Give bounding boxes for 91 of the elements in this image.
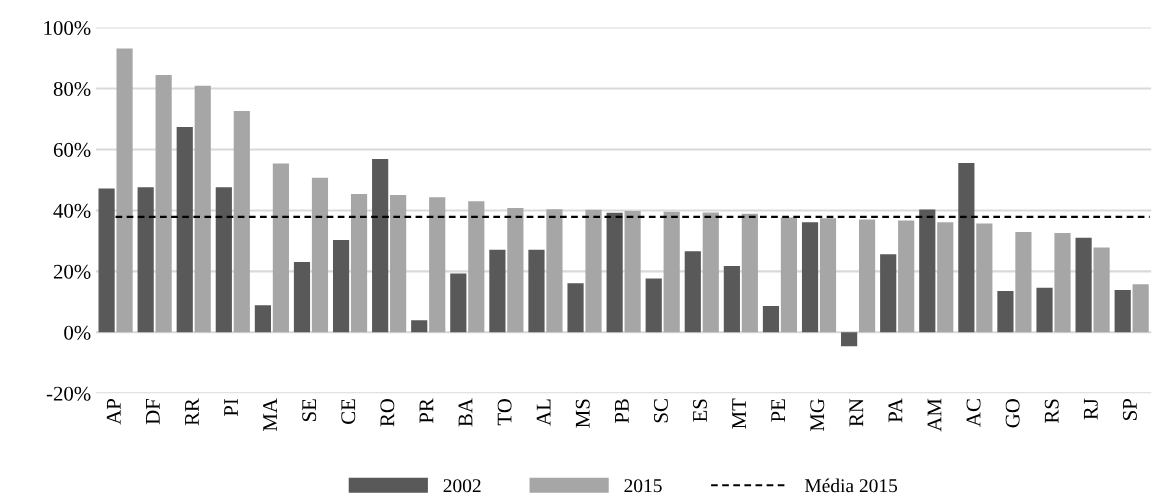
bar xyxy=(801,222,819,333)
bar xyxy=(663,211,680,333)
bar xyxy=(841,332,858,347)
bar xyxy=(819,218,837,333)
x-tick-label: MA xyxy=(263,398,277,432)
bar xyxy=(1015,232,1032,333)
y-tick-label: 80% xyxy=(53,81,91,97)
x-tick-label: DF xyxy=(146,398,160,425)
x-tick-label: RJ xyxy=(1083,398,1098,420)
bar xyxy=(272,163,289,333)
x-tick-label: PE xyxy=(771,399,785,422)
bar xyxy=(546,209,563,333)
bar xyxy=(762,306,780,333)
x-tick-label: CE xyxy=(341,399,356,424)
bar xyxy=(1093,247,1110,333)
x-tick-label: AM xyxy=(927,398,942,432)
bar xyxy=(976,223,993,333)
bar xyxy=(390,194,407,333)
x-tick-label: ES xyxy=(693,399,707,422)
bar xyxy=(859,219,876,333)
bar xyxy=(684,251,701,333)
bar xyxy=(919,209,936,333)
bar xyxy=(137,187,154,333)
bar xyxy=(194,85,211,333)
x-tick-label: MG xyxy=(810,398,825,432)
x-tick-label: SC xyxy=(653,399,668,423)
bar xyxy=(780,217,798,333)
x-tick-label: RO xyxy=(380,399,395,427)
bar xyxy=(215,187,232,333)
bar xyxy=(645,278,662,333)
x-tick-label: SE xyxy=(302,399,317,422)
bar xyxy=(585,209,602,333)
x-tick-label: PA xyxy=(888,398,903,423)
bar xyxy=(606,212,623,333)
x-tick-label: SP xyxy=(1122,398,1137,420)
x-tick-label: RR xyxy=(185,398,199,426)
bar xyxy=(1114,289,1131,333)
bar xyxy=(528,249,545,333)
bar xyxy=(1054,232,1071,333)
x-tick-label: PR xyxy=(419,398,434,424)
bar xyxy=(1132,284,1149,333)
bar xyxy=(624,211,641,333)
x-tick-label: PI xyxy=(224,398,238,417)
y-tick-label: 60% xyxy=(53,142,91,157)
bar xyxy=(1075,237,1092,333)
x-tick-label: TO xyxy=(497,399,512,426)
x-tick-label: AL xyxy=(536,399,551,426)
bar xyxy=(350,193,368,333)
x-tick-label: AC xyxy=(966,399,981,427)
bar xyxy=(332,239,350,333)
x-tick-label: GO xyxy=(1005,399,1020,428)
bar xyxy=(1036,287,1053,333)
legend-label: 2002 xyxy=(443,479,481,493)
bar xyxy=(997,290,1014,333)
y-tick-label: 100% xyxy=(44,20,91,36)
bar xyxy=(507,207,524,333)
x-tick-label: MT xyxy=(732,398,746,429)
bar xyxy=(233,111,250,333)
y-tick-label: 40% xyxy=(53,203,91,218)
bar xyxy=(567,283,584,333)
x-tick-label: RS xyxy=(1044,399,1059,424)
y-tick-label: 0% xyxy=(64,325,91,340)
x-tick-label: PB xyxy=(614,399,629,424)
bar xyxy=(937,222,954,333)
bar xyxy=(880,254,897,333)
bar xyxy=(372,158,389,333)
bar xyxy=(450,273,467,333)
legend-label: 2015 xyxy=(624,479,662,493)
x-tick-label: RN xyxy=(849,398,864,427)
bar xyxy=(176,126,193,333)
bar xyxy=(489,249,506,333)
bar xyxy=(741,213,758,333)
legend-label: Média 2015 xyxy=(804,478,898,493)
bar xyxy=(411,320,428,333)
bar xyxy=(429,197,446,333)
bar xyxy=(311,177,329,333)
bar xyxy=(723,265,740,333)
y-tick-label: -20% xyxy=(46,386,91,401)
bar xyxy=(98,188,115,333)
x-tick-label: AP xyxy=(106,398,121,425)
bar xyxy=(254,305,271,333)
bar xyxy=(293,261,311,333)
bar xyxy=(958,162,975,333)
bar xyxy=(155,75,172,333)
y-tick-label: 20% xyxy=(53,264,91,279)
bar xyxy=(116,48,133,333)
bar xyxy=(898,220,915,333)
bar xyxy=(702,212,719,333)
x-tick-label: MS xyxy=(575,399,590,428)
bar xyxy=(468,201,485,333)
x-tick-label: BA xyxy=(458,398,473,427)
